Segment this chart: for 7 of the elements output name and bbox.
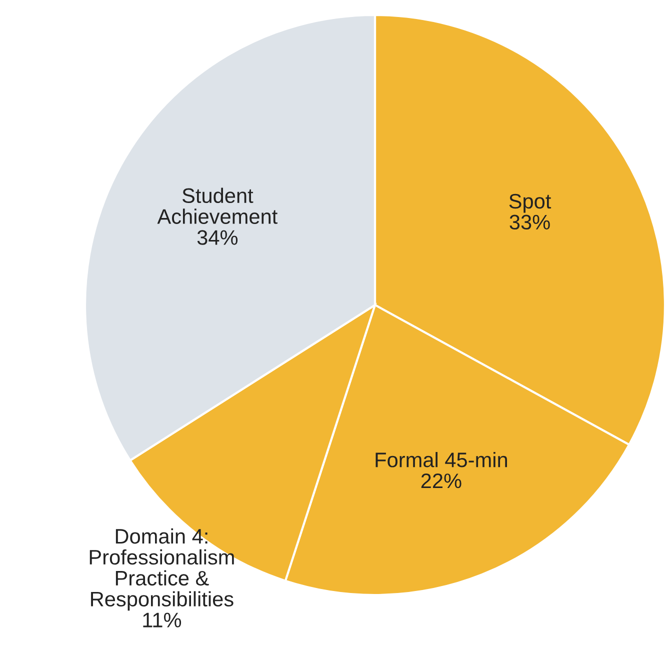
slice-label: Student Achievement (157, 188, 278, 224)
data-label: 22% (421, 473, 462, 488)
data-label: 34% (197, 230, 238, 245)
slice-label: Spot (509, 194, 552, 213)
data-label: 33% (510, 214, 550, 230)
slice-label: Formal 45-min (376, 452, 507, 468)
data-label: 11% (143, 612, 182, 628)
